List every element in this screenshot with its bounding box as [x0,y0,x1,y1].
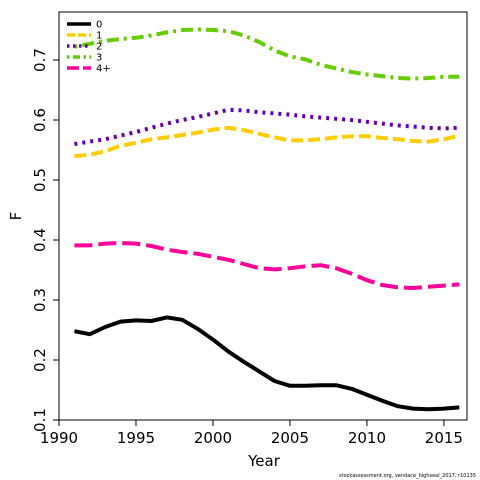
y-tick-label: 0.3 [31,288,49,312]
legend-label: 4+ [96,64,111,75]
y-tick-label: 0.6 [31,108,49,132]
series-line-1 [74,125,460,158]
y-axis-title: F [7,212,25,221]
y-tick-label: 0.1 [31,408,49,432]
series-line-4plus [74,241,460,290]
y-tick-label: 0.4 [31,228,49,252]
x-tick-label: 2005 [271,429,309,447]
y-tick-label: 0.2 [31,348,49,372]
legend-label: 1 [96,31,102,42]
x-axis-title: Year [247,452,281,470]
x-tick-label: 2010 [348,429,386,447]
y-tick-label: 0.7 [31,48,49,72]
x-tick-label: 2015 [425,429,463,447]
plot-frame [58,11,468,421]
legend-label: 3 [96,53,102,64]
credit-footer: stockassessment.org, vendace_highseal_20… [339,473,476,479]
x-tick-label: 2000 [194,429,232,447]
axes: 1990 1995 2000 2005 2010 2015 0.1 0.2 0.3 0.4 0.5 0… [31,48,463,447]
series-line-2 [74,107,460,146]
series-line-0 [74,315,460,412]
series-lines [74,27,460,412]
legend-label: 0 [96,20,102,31]
x-tick-label: 1995 [117,429,155,447]
y-tick-label: 0.5 [31,168,49,192]
legend-label: 2 [96,42,102,53]
series-line-3 [74,27,460,81]
x-tick-label: 1990 [40,429,78,447]
